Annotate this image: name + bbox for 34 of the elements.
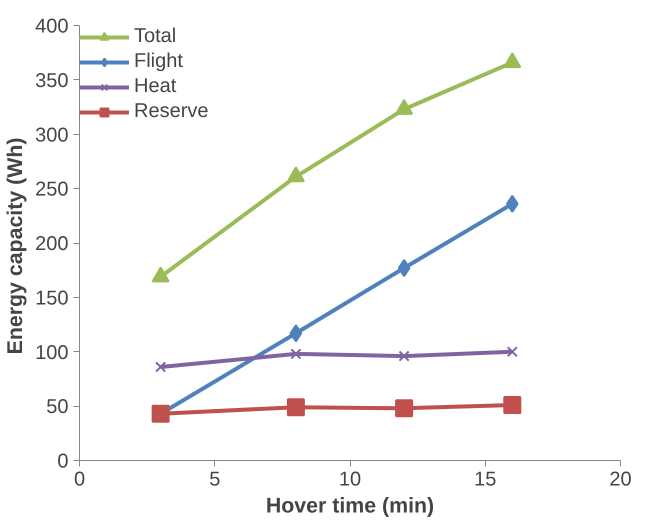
x-tick-label: 20 bbox=[609, 468, 632, 490]
y-tick-label: 350 bbox=[35, 70, 69, 92]
point bbox=[290, 324, 302, 342]
point bbox=[398, 350, 410, 362]
y-tick-label: 250 bbox=[35, 178, 69, 201]
point bbox=[398, 259, 410, 278]
y-axis-title: Energy capacity (Wh) bbox=[3, 138, 28, 354]
point bbox=[155, 361, 166, 373]
point bbox=[503, 52, 522, 68]
y-tick-label: 300 bbox=[35, 124, 69, 146]
point bbox=[290, 348, 302, 360]
y-tick-label: 100 bbox=[35, 342, 69, 364]
y-tick-label: 0 bbox=[57, 450, 68, 472]
x-tick-label: 0 bbox=[74, 468, 86, 490]
x-tick-label: 5 bbox=[209, 468, 220, 490]
point bbox=[506, 346, 518, 358]
legend-label: Total bbox=[134, 25, 176, 48]
y-tick-label: 400 bbox=[35, 16, 69, 38]
point bbox=[506, 194, 519, 213]
y-tick-label: 200 bbox=[35, 233, 69, 255]
legend-label: Heat bbox=[134, 75, 176, 98]
legend-label: Flight bbox=[134, 50, 183, 73]
point bbox=[152, 404, 170, 423]
point bbox=[286, 166, 305, 182]
point bbox=[395, 399, 414, 418]
legend-label: Reserve bbox=[134, 100, 208, 123]
x-tick-label: 15 bbox=[474, 468, 496, 490]
y-tick-label: 50 bbox=[46, 396, 69, 418]
y-tick-label: 150 bbox=[35, 287, 69, 310]
x-axis-title: Hover time (min) bbox=[266, 494, 434, 518]
point bbox=[503, 396, 522, 414]
point bbox=[286, 398, 305, 416]
x-tick-label: 10 bbox=[338, 468, 362, 490]
point bbox=[395, 99, 414, 115]
